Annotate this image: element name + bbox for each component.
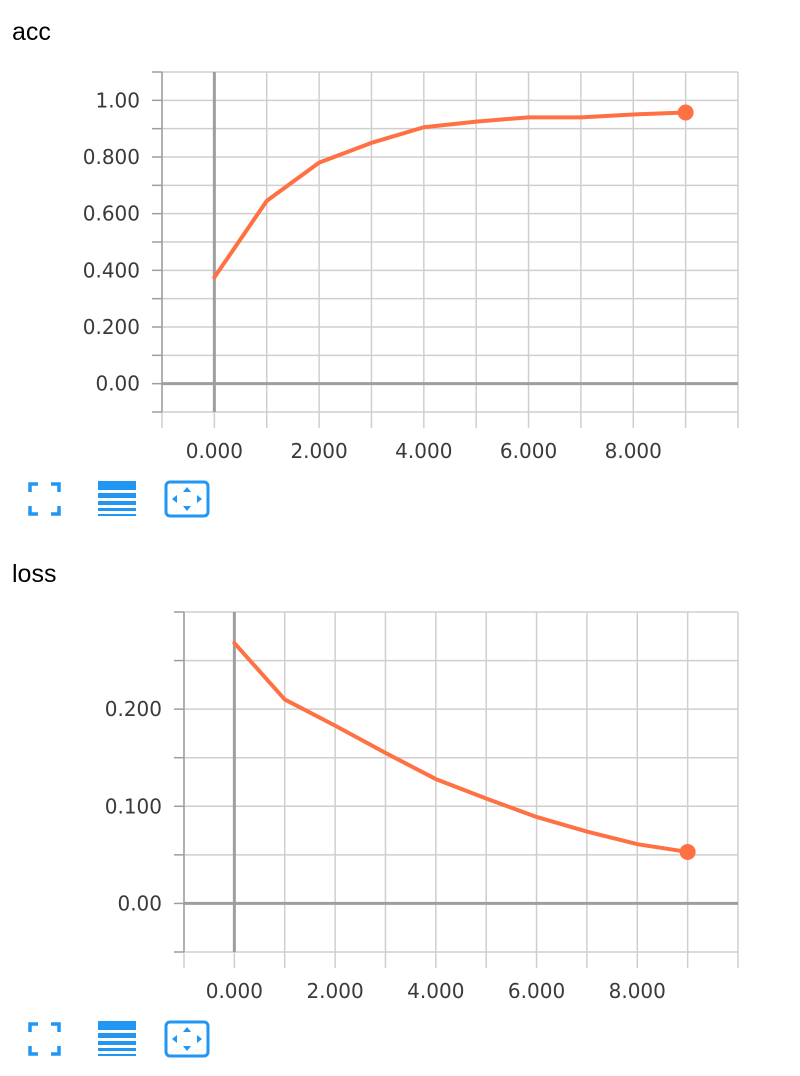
fit-domain-icon[interactable] bbox=[164, 1020, 210, 1060]
y-tick-label: 0.100 bbox=[105, 794, 162, 818]
series-end-point[interactable] bbox=[679, 843, 696, 860]
y-tick-label: 1.00 bbox=[95, 88, 140, 112]
y-tick-label: 0.200 bbox=[105, 697, 162, 721]
x-tick-label: 0.000 bbox=[186, 439, 243, 463]
y-tick-label: 0.200 bbox=[83, 315, 140, 339]
chart-title: loss bbox=[12, 560, 57, 588]
series-end-point[interactable] bbox=[677, 104, 694, 121]
acc-chart[interactable]: 0.00 0.200 0.400 0.600 0.800 1.00 0.000 2.000 4.… bbox=[0, 60, 800, 530]
toggle-log-scale-icon[interactable] bbox=[92, 480, 138, 520]
expand-icon[interactable] bbox=[26, 480, 72, 520]
loss-chart[interactable]: 0.00 0.100 0.200 0.000 2.000 4.000 6.000 8.000 bbox=[0, 600, 800, 1070]
x-tick-label: 8.000 bbox=[609, 979, 666, 1003]
y-tick-label: 0.800 bbox=[83, 145, 140, 169]
x-tick-label: 4.000 bbox=[395, 439, 452, 463]
chart-card-acc: acc 0.00 0.200 0.400 0.600 0.800 1.00 0.000 2.0… bbox=[0, 0, 800, 530]
x-tick-label: 8.000 bbox=[605, 439, 662, 463]
expand-icon[interactable] bbox=[26, 1020, 72, 1060]
chart-title: acc bbox=[12, 18, 51, 46]
x-tick-label: 0.000 bbox=[206, 979, 263, 1003]
toggle-log-scale-icon[interactable] bbox=[92, 1020, 138, 1060]
y-tick-label: 0.00 bbox=[95, 372, 140, 396]
x-tick-label: 6.000 bbox=[508, 979, 565, 1003]
chart-toolbar bbox=[26, 1020, 226, 1060]
x-tick-label: 6.000 bbox=[500, 439, 557, 463]
x-tick-label: 2.000 bbox=[290, 439, 347, 463]
x-tick-label: 2.000 bbox=[306, 979, 363, 1003]
x-tick-label: 4.000 bbox=[407, 979, 464, 1003]
series-line bbox=[232, 641, 690, 854]
chart-toolbar bbox=[26, 480, 226, 520]
y-tick-label: 0.600 bbox=[83, 202, 140, 226]
y-tick-label: 0.400 bbox=[83, 258, 140, 282]
y-tick-label: 0.00 bbox=[117, 891, 162, 915]
chart-card-loss: loss 0.00 0.100 0.200 0.000 2.000 4.000 6.000 8… bbox=[0, 538, 800, 1076]
series-line bbox=[212, 110, 688, 280]
fit-domain-icon[interactable] bbox=[164, 480, 210, 520]
